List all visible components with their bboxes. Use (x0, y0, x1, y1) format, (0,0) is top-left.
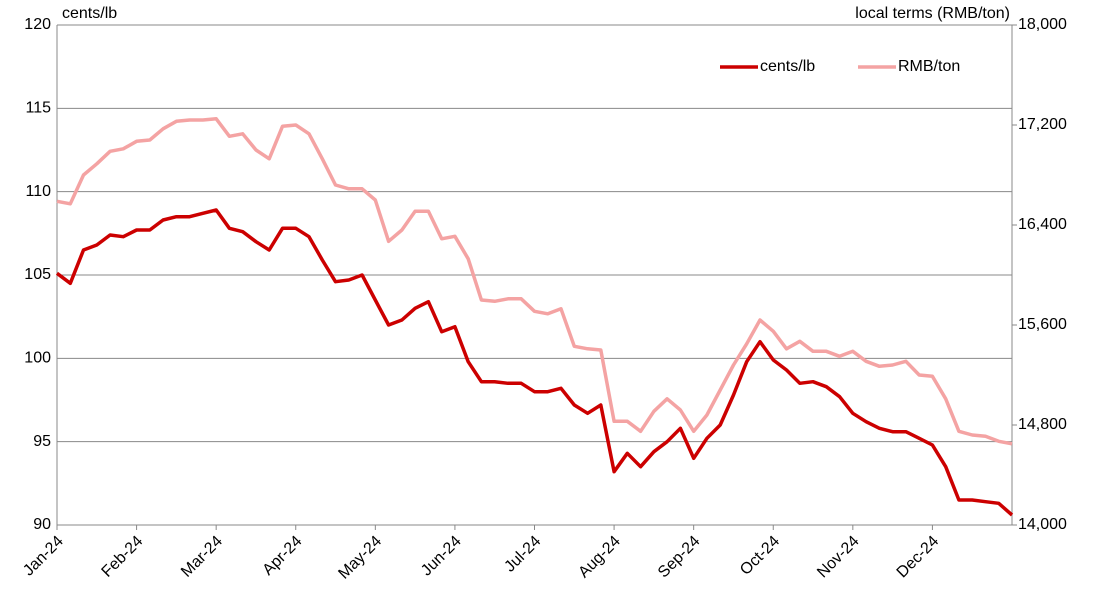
y2-tick-label: 14,800 (1018, 416, 1067, 433)
x-tick-label: May-24 (335, 533, 385, 583)
y-tick-label: 100 (24, 350, 51, 367)
y2-tick-label: 18,000 (1018, 16, 1067, 33)
y-tick-label: 120 (24, 16, 51, 33)
y-tick-label: 105 (24, 266, 51, 283)
y-axis-label: cents/lb (62, 5, 117, 22)
x-tick-label: Jun-24 (418, 533, 465, 580)
y2-tick-label: 17,200 (1018, 116, 1067, 133)
y-tick-label: 95 (33, 433, 51, 450)
series-line (55, 208, 1014, 517)
y2-tick-label: 16,400 (1018, 216, 1067, 233)
series-line (56, 117, 1013, 446)
x-tick-label: Jul-24 (501, 533, 544, 576)
legend-label: cents/lb (760, 58, 815, 75)
y-tick-label: 110 (25, 183, 51, 200)
x-tick-label: Apr-24 (260, 533, 306, 579)
x-tick-label: Oct-24 (737, 533, 783, 579)
x-tick-label: Sep-24 (655, 533, 704, 582)
y2-tick-label: 15,600 (1018, 316, 1067, 333)
x-tick-label: Nov-24 (814, 533, 863, 582)
y-tick-label: 115 (25, 100, 51, 117)
x-tick-label: Dec-24 (894, 533, 943, 582)
y2-tick-label: 14,000 (1018, 516, 1067, 533)
x-tick-label: Jan-24 (20, 533, 67, 580)
y2-axis-label: local terms (RMB/ton) (855, 5, 1010, 22)
y-tick-label: 90 (33, 516, 51, 533)
legend-label: RMB/ton (898, 58, 960, 75)
x-tick-label: Aug-24 (575, 533, 624, 582)
x-tick-label: Feb-24 (99, 533, 147, 581)
x-tick-label: Mar-24 (178, 533, 226, 581)
